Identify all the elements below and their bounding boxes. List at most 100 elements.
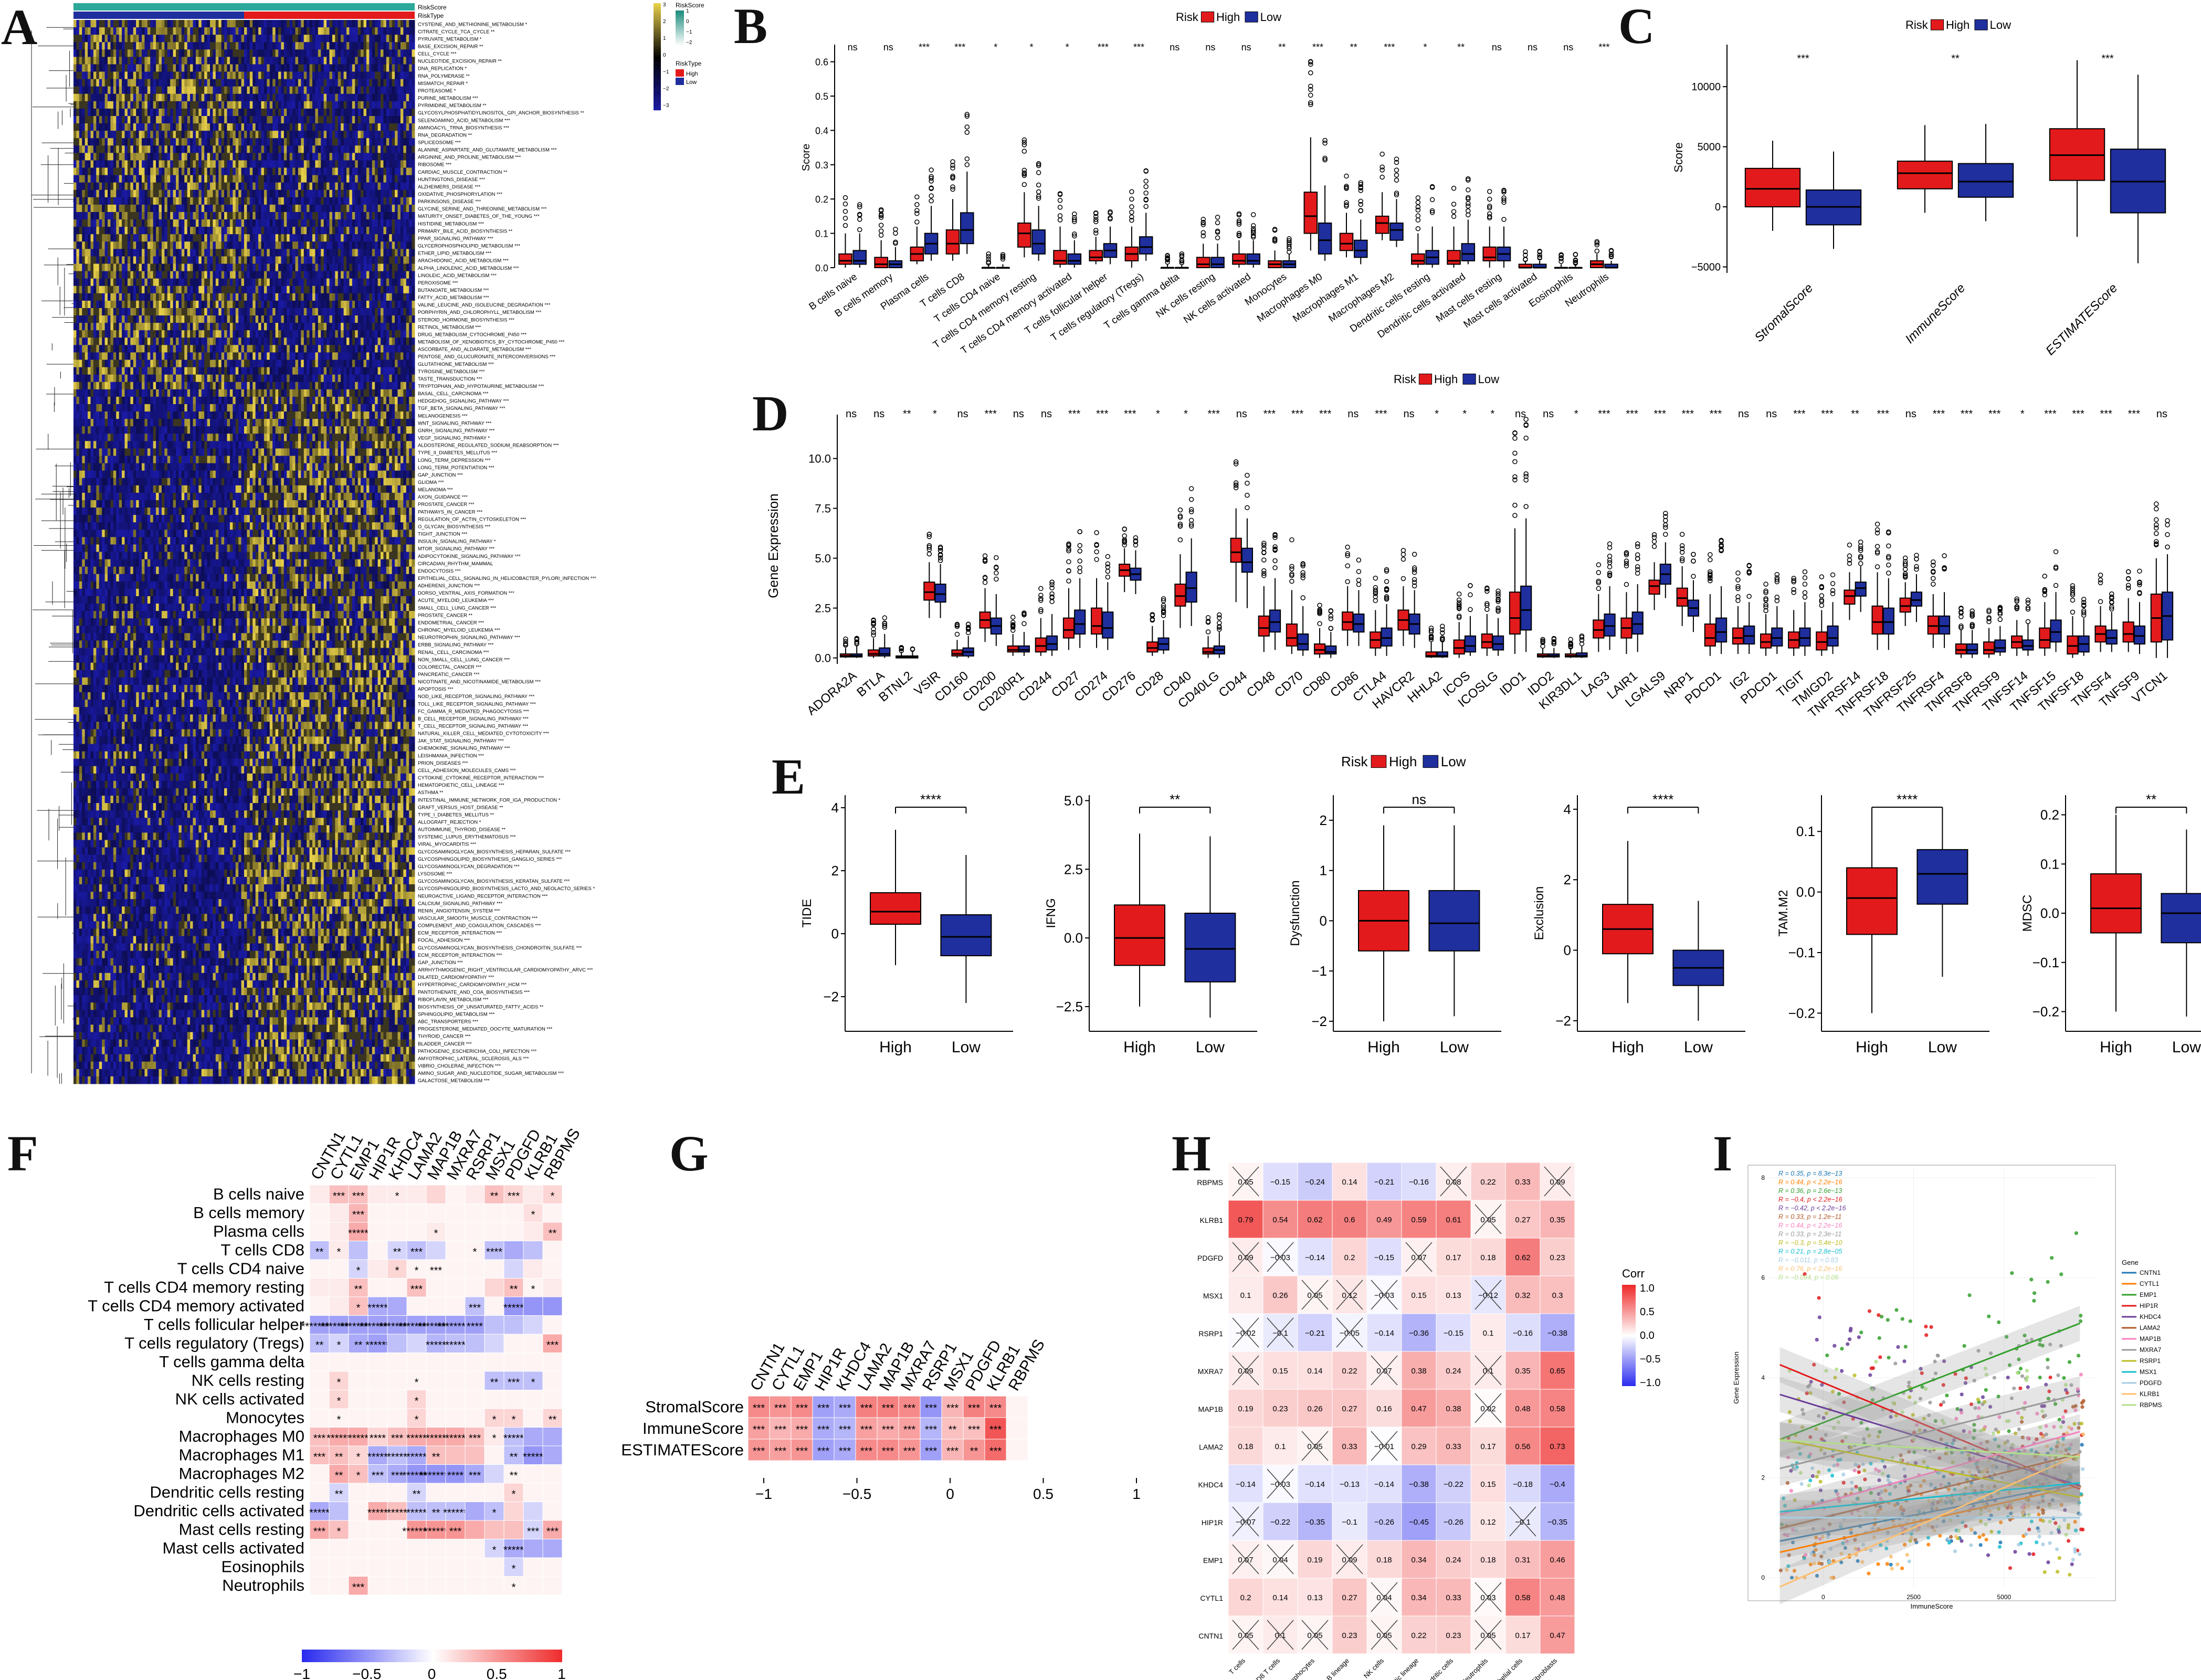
heatmap-cell [99,286,102,294]
heatmap-cell [349,35,353,43]
heatmap-cell [289,145,293,153]
heatmap-cell [289,241,293,249]
heatmap-cell [218,71,222,80]
heatmap-cell [204,49,208,57]
heatmap-cell [346,93,350,102]
heatmap-cell [272,71,276,80]
heatmap-cell [361,79,364,87]
heatmap-cell [215,27,219,35]
heatmap-cell [329,20,333,28]
heatmap-cell [130,138,134,146]
heatmap-cell [349,138,353,146]
heatmap-cell [287,241,290,249]
heatmap-cell [113,204,117,213]
heatmap-cell [181,197,185,205]
heatmap-cell [369,64,373,72]
heatmap-cell [355,71,359,80]
heatmap-cell [272,42,276,50]
heatmap-cell [218,138,222,146]
heatmap-cell [369,227,373,235]
heatmap-cell [144,212,148,220]
heatmap-cell [104,263,108,272]
heatmap-cell [321,64,324,72]
heatmap-cell [147,234,151,242]
heatmap-cell [363,145,367,153]
heatmap-cell [229,249,233,257]
heatmap-cell [167,86,171,94]
heatmap-cell [85,197,88,205]
heatmap-cell [229,271,233,279]
heatmap-cell [113,57,117,65]
heatmap-cell [215,101,219,109]
heatmap-cell [116,315,120,323]
heatmap-cell [218,249,222,257]
heatmap-cell [133,123,136,131]
heatmap-cell [357,93,361,102]
heatmap-cell [161,49,165,57]
heatmap-cell [110,57,114,65]
heatmap-cell [267,286,270,294]
heatmap-cell [406,86,409,94]
heatmap-cell [341,234,344,242]
heatmap-cell [178,278,182,287]
heatmap-cell [229,108,233,117]
heatmap-cell [366,189,370,198]
heatmap-cell [389,204,393,213]
heatmap-cell [267,93,270,102]
heatmap-cell [389,64,393,72]
heatmap-cell [159,145,162,153]
heatmap-cell [88,138,91,146]
heatmap-cell [221,175,225,183]
heatmap-cell [215,293,219,301]
heatmap-cell [366,263,370,272]
heatmap-cell [389,300,393,309]
heatmap-cell [281,42,285,50]
heatmap-cell [397,108,401,117]
heatmap-cell [167,160,171,168]
heatmap-cell [204,189,208,198]
heatmap-cell [241,79,245,87]
heatmap-cell [167,315,171,323]
heatmap-cell [329,42,333,50]
heatmap-cell [361,93,364,102]
heatmap-cell [116,101,120,109]
heatmap-cell [341,93,344,102]
heatmap-cell [213,160,216,168]
heatmap-cell [204,123,208,131]
heatmap-cell [315,35,319,43]
heatmap-cell [139,197,142,205]
heatmap-cell [127,27,131,35]
heatmap-cell [335,227,339,235]
heatmap-cell [161,93,165,102]
heatmap-cell [144,20,148,28]
heatmap-cell [272,286,276,294]
heatmap-cell [113,286,117,294]
heatmap-cell [93,131,97,139]
heatmap-cell [295,71,299,80]
heatmap-cell [352,278,355,287]
heatmap-cell [363,249,367,257]
heatmap-cell [307,115,310,124]
heatmap-cell [170,293,174,301]
heatmap-cell [341,64,344,72]
heatmap-cell [406,197,409,205]
heatmap-cell [395,115,398,124]
heatmap-cell [153,35,156,43]
heatmap-cell [215,79,219,87]
heatmap-cell [400,64,404,72]
heatmap-cell [215,64,219,72]
heatmap-cell [235,212,239,220]
heatmap-cell [338,64,341,72]
heatmap-cell [303,197,307,205]
heatmap-cell [229,138,233,146]
heatmap-cell [372,108,375,117]
heatmap-cell [249,57,253,65]
heatmap-cell [176,278,179,287]
heatmap-cell [85,79,88,87]
heatmap-cell [156,271,159,279]
heatmap-cell [133,256,136,265]
heatmap-cell [397,49,401,57]
heatmap-cell [215,86,219,94]
heatmap-cell [153,182,156,191]
heatmap-cell [156,131,159,139]
